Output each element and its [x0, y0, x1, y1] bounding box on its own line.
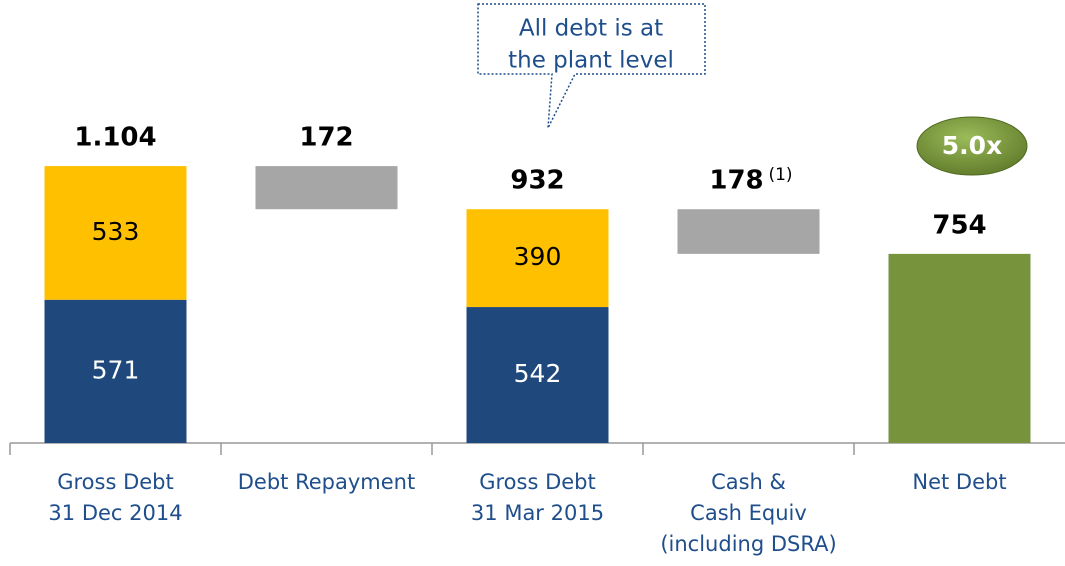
x-tick-label: (including DSRA): [660, 532, 836, 556]
x-tick-label: 31 Mar 2015: [471, 501, 604, 525]
value-label: 932: [510, 166, 564, 196]
value-label: 178: [709, 166, 763, 196]
segment-label: 390: [514, 242, 562, 271]
stack-segment: [44, 166, 187, 300]
segment-label: 542: [514, 359, 562, 388]
x-tick-label: 31 Dec 2014: [48, 501, 182, 525]
decrease-bar: [677, 209, 820, 254]
value-label: 754: [932, 210, 986, 240]
x-tick-label: Cash Equiv: [690, 501, 807, 525]
value-label: 172: [299, 123, 353, 153]
callout-box: [477, 3, 706, 129]
stack-segment: [44, 299, 187, 443]
callout-line: the plant level: [508, 48, 674, 74]
segment-label: 533: [92, 217, 140, 246]
decrease-bar: [255, 166, 398, 210]
x-tick-label: Gross Debt: [479, 470, 596, 494]
footnote-mark: (1): [768, 165, 792, 185]
x-tick-label: Net Debt: [912, 470, 1006, 494]
total-bar: [888, 253, 1031, 443]
stack-segment: [466, 307, 609, 443]
segment-label: 571: [92, 355, 140, 384]
badge-text: 5.0x: [942, 131, 1002, 160]
stack-segment: [466, 209, 609, 308]
x-tick-label: Cash &: [711, 470, 786, 494]
badge: [916, 116, 1028, 176]
x-tick-label: Debt Repayment: [238, 470, 415, 494]
callout-line: All debt is at: [519, 16, 663, 42]
value-label: 1.104: [74, 123, 156, 153]
x-tick-label: Gross Debt: [57, 470, 174, 494]
